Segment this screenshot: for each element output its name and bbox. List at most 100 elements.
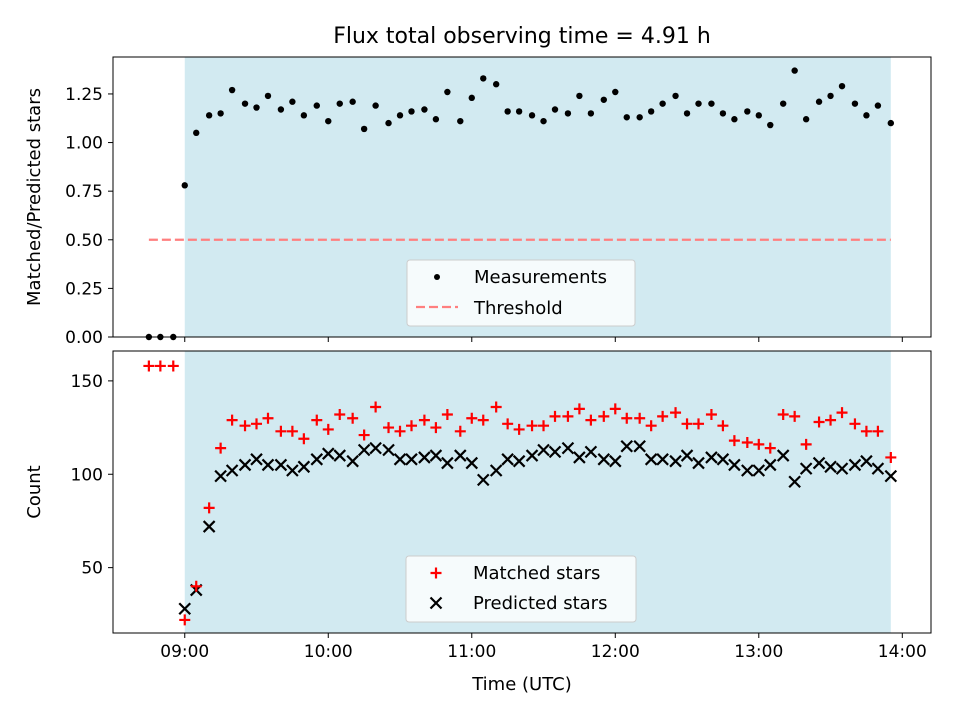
measurement-point xyxy=(228,86,236,94)
y-tick-label: 0.25 xyxy=(65,279,103,299)
predicted-star-point xyxy=(871,462,885,475)
legend-label: Predicted stars xyxy=(473,593,607,614)
measurement-point xyxy=(647,108,655,115)
predicted-star-point xyxy=(321,447,335,460)
matched-star-point xyxy=(777,408,789,420)
matched-star-point xyxy=(311,414,323,426)
matched-star-point xyxy=(405,420,417,432)
matched-star-point xyxy=(681,418,693,430)
predicted-star-point xyxy=(476,473,490,487)
matched-star-point xyxy=(789,410,801,422)
matched-star-point xyxy=(573,403,585,415)
matched-star-point xyxy=(154,360,166,372)
measurement-point xyxy=(408,108,415,115)
predicted-star-point xyxy=(860,454,873,468)
matched-star-point xyxy=(741,437,753,449)
x-tick-label: 12:00 xyxy=(591,642,640,662)
measurement-point xyxy=(336,100,343,107)
matched-star-point xyxy=(251,418,263,430)
predicted-star-point xyxy=(763,458,777,472)
matched-star-point xyxy=(800,438,812,450)
predicted-star-point xyxy=(644,453,658,466)
measurement-point xyxy=(802,116,810,123)
measurement-point xyxy=(612,88,619,96)
bottom-panel-counts: 09:00 10:00 11:00 12:00 13:00 14:00 50 100 150 Co… xyxy=(24,350,932,695)
matched-star-point xyxy=(598,410,610,422)
predicted-star-point xyxy=(741,464,754,477)
matched-star-point xyxy=(753,438,765,450)
measurement-point xyxy=(540,117,547,125)
predicted-star-point xyxy=(680,449,694,462)
measurement-point xyxy=(325,117,332,125)
measurement-point xyxy=(360,125,368,133)
measurement-point xyxy=(504,108,511,115)
y-tick-label: 1.25 xyxy=(65,85,103,105)
predicted-star-point xyxy=(799,462,813,475)
predicted-star-point xyxy=(705,451,718,464)
measurement-point xyxy=(300,112,308,119)
predicted-star-point xyxy=(620,439,634,453)
matched-star-point xyxy=(358,429,370,441)
predicted-star-point xyxy=(429,449,443,462)
matched-star-point xyxy=(860,425,872,437)
matched-star-point xyxy=(849,418,861,430)
measurement-point xyxy=(672,92,679,100)
measurement-point xyxy=(683,110,691,117)
matched-star-point xyxy=(538,420,550,432)
matched-star-point xyxy=(813,416,825,428)
matched-star-point xyxy=(322,423,334,435)
bottom-axes-frame xyxy=(112,350,932,634)
predicted-star-point xyxy=(202,520,216,533)
matched-star-point xyxy=(562,410,574,422)
legend-label: Matched stars xyxy=(473,563,600,584)
measurement-point xyxy=(444,88,451,96)
measurement-point xyxy=(887,119,895,127)
matched-star-point xyxy=(286,425,298,437)
matched-star-point xyxy=(825,414,837,426)
measurement-point xyxy=(791,67,798,74)
matched-star-point xyxy=(143,360,155,372)
top-axes-frame xyxy=(112,56,932,338)
measurement-point xyxy=(396,112,404,119)
predicted-star-point xyxy=(812,456,826,470)
predicted-star-point xyxy=(597,453,611,466)
bottom-legend: Matched stars Predicted stars xyxy=(405,555,637,623)
y-tick-label: 0.00 xyxy=(65,328,103,348)
predicted-star-point xyxy=(584,445,598,459)
predicted-star-point xyxy=(214,469,227,483)
x-axis-label: Time (UTC) xyxy=(471,674,572,695)
x-tick-label: 13:00 xyxy=(734,642,783,662)
predicted-star-point xyxy=(225,464,239,477)
measurement-point xyxy=(421,106,428,113)
matched-star-point xyxy=(670,407,682,419)
measurement-point xyxy=(468,94,475,102)
matched-star-point xyxy=(657,410,669,422)
matched-star-point xyxy=(645,420,657,432)
predicted-star-point xyxy=(501,453,514,466)
predicted-star-point xyxy=(824,460,837,474)
y-tick-label: 150 xyxy=(71,372,103,392)
measurement-point xyxy=(515,108,523,115)
predicted-star-point xyxy=(178,602,192,615)
x-tick-label: 14:00 xyxy=(878,642,927,662)
x-tick-label: 09:00 xyxy=(160,642,209,662)
y-tick-label: 0.50 xyxy=(65,231,103,251)
matched-star-point xyxy=(239,420,251,432)
legend-predicted-marker xyxy=(429,596,443,610)
measurement-point xyxy=(432,116,440,123)
x-tick-label: 10:00 xyxy=(304,642,353,662)
predicted-star-point xyxy=(561,441,575,455)
measurement-point xyxy=(289,98,296,105)
predicted-star-point xyxy=(512,454,526,468)
legend-matched-marker xyxy=(430,567,442,579)
measurement-point xyxy=(755,112,762,119)
measurement-point xyxy=(385,119,392,127)
predicted-star-point xyxy=(393,453,407,466)
predicted-star-point xyxy=(848,458,862,472)
y-axis-label: Count xyxy=(24,465,45,518)
predicted-star-point xyxy=(609,454,622,468)
measurement-point xyxy=(600,96,607,103)
predicted-star-point xyxy=(884,469,898,483)
measurement-point xyxy=(264,92,272,100)
